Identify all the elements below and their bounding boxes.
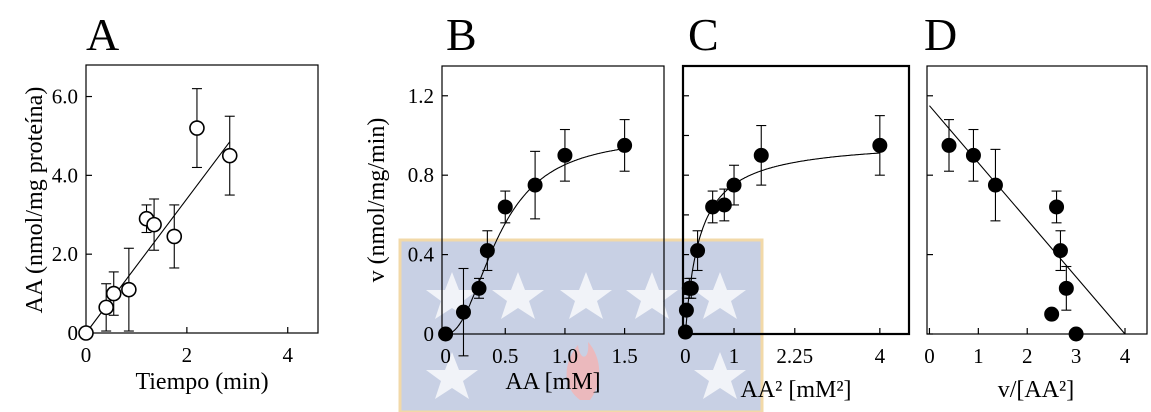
panel-d-data-point <box>1044 306 1060 322</box>
panel-c-data-point <box>753 147 769 163</box>
panel-b-x-tick-label: 0 <box>440 344 451 368</box>
panel-d-data-point <box>1068 326 1084 342</box>
panel-c-label: C <box>688 9 719 60</box>
panel-a-x-axis-title: Tiempo (min) <box>135 369 268 395</box>
panel-d-data-point <box>1058 280 1074 296</box>
panel-b-data-point <box>455 304 471 320</box>
panel-a-data-point <box>166 228 183 245</box>
panel-c-points <box>677 137 888 340</box>
panel-a-frame <box>85 64 319 334</box>
panel-a-data-point <box>146 216 162 233</box>
panel-a-error-bars <box>101 88 235 332</box>
panel-b-points <box>438 137 633 342</box>
panel-b-label: B <box>446 9 477 60</box>
panel-c-x-tick-label: 4 <box>875 344 886 368</box>
watermark-star-7 <box>694 352 746 399</box>
watermark-star-3 <box>560 272 612 319</box>
panel-b-plot: 0 0.5 1.0 1.5 0 0.4 0.8 1.2 AA [mM] v (nmol/mg/… <box>364 65 665 395</box>
panel-d-fit-line-segment <box>929 105 1126 335</box>
watermark-star-4 <box>626 272 678 319</box>
panel-a-data-point <box>221 147 238 164</box>
panel-a-data-point <box>78 325 94 341</box>
watermark-star-5 <box>694 272 746 319</box>
panel-a-data-point <box>105 285 122 302</box>
panel-a-data-point <box>121 281 137 298</box>
watermark-logo <box>398 238 764 412</box>
panel-c-frame <box>681 64 911 336</box>
panel-d-x-tick-label: 3 <box>1071 344 1082 368</box>
panel-b-data-point <box>497 199 513 215</box>
panel-d-label: D <box>924 9 957 60</box>
watermark-flame <box>566 342 600 400</box>
panel-b-data-point <box>557 147 573 163</box>
panel-b-data-point <box>617 137 633 153</box>
panel-d-data-point <box>1049 199 1065 215</box>
panel-d-tick-labels: 0 1 2 3 4 <box>924 344 1131 368</box>
panel-c-x-tick-label: 0 <box>680 344 691 368</box>
panel-a-x-tick-label: 0 <box>81 343 92 367</box>
panel-a-points <box>78 120 238 341</box>
panel-c-tick-labels: 0 1 2.25 4 <box>680 344 885 368</box>
panel-d-x-tick-label: 4 <box>1120 344 1131 368</box>
panel-c-x-axis-title: AA² [mM²] <box>740 377 851 403</box>
panel-d-frame <box>926 65 1148 335</box>
panel-d-x-tick-label: 1 <box>973 344 984 368</box>
panel-b-data-point <box>527 177 543 193</box>
panel-c-data-point <box>690 243 706 259</box>
panel-d-x-axis-title: v/[AA²] <box>998 377 1075 403</box>
panel-d-x-tick-label: 0 <box>924 344 935 368</box>
panel-a-y-tick-label: 6.0 <box>52 85 78 109</box>
panel-a-y-axis-title: AA (nmol/mg proteína) <box>22 87 48 314</box>
panel-b-x-tick-label: 1.5 <box>611 344 637 368</box>
panel-d-ticks <box>927 95 1126 335</box>
panel-c-data-point <box>726 177 742 193</box>
panel-b-x-tick-label: 1.0 <box>552 344 578 368</box>
panel-a-data-point <box>189 120 205 136</box>
panel-a-y-tick-label: 0 <box>68 321 79 345</box>
panel-c-plot: 0 1 2.25 4 AA² [mM²] <box>677 64 911 403</box>
panel-b-x-tick-label: 0.5 <box>492 344 518 368</box>
panel-a-y-tick-label: 4.0 <box>52 163 78 187</box>
panel-d-plot: 0 1 2 3 4 v/[AA²] <box>924 65 1148 403</box>
panel-b-data-point <box>438 326 454 342</box>
panel-b-y-tick-label: 0 <box>424 322 435 346</box>
panel-b-y-tick-label: 0.4 <box>408 243 435 267</box>
panel-a-tick-labels: 0 2 4 0 2.0 4.0 6.0 <box>52 85 294 367</box>
watermark-star-6 <box>426 352 478 399</box>
panel-c-data-point <box>683 280 699 296</box>
panel-d-data-point <box>987 177 1003 193</box>
panel-b-tick-labels: 0 0.5 1.0 1.5 0 0.4 0.8 1.2 <box>408 84 638 368</box>
panel-c-x-tick-label: 1 <box>729 344 740 368</box>
panel-d-error-bars <box>944 119 1072 311</box>
panel-c-x-tick-label: 2.25 <box>776 344 813 368</box>
panel-c-data-point <box>677 324 693 340</box>
panel-c-data-point <box>678 302 694 318</box>
panel-c-data-point <box>872 137 888 153</box>
panel-b-frame <box>441 65 665 335</box>
panel-d-points <box>941 137 1084 342</box>
panel-a-plot: 0 2 4 0 2.0 4.0 6.0 Tiempo (min) AA (nmol/mg p… <box>22 64 319 395</box>
panel-d-fit-line <box>929 105 1126 335</box>
panel-d-data-point <box>941 137 957 153</box>
panel-a-data-point <box>98 299 114 316</box>
panel-d-data-point <box>965 147 981 163</box>
panel-b-y-axis-title: v (nmol/mg/min) <box>364 118 390 283</box>
panel-d-x-tick-label: 2 <box>1022 344 1033 368</box>
panel-c-fit-curve <box>684 152 880 335</box>
panel-b-data-point <box>479 243 495 259</box>
panel-a-label: A <box>86 9 119 60</box>
panel-b-data-point <box>471 280 487 296</box>
panel-a-y-tick-label: 2.0 <box>52 242 78 266</box>
panel-b-x-axis-title: AA [mM] <box>505 369 600 395</box>
watermark-border <box>398 238 764 412</box>
panel-a-x-tick-label: 2 <box>182 343 193 367</box>
panel-a-x-tick-label: 4 <box>282 343 293 367</box>
watermark-star-2 <box>492 272 544 319</box>
panel-c-fit-curve-path <box>684 152 880 335</box>
panel-b-y-tick-label: 0.8 <box>408 163 434 187</box>
panel-d-data-point <box>1052 243 1068 259</box>
panel-c-data-point <box>716 197 732 213</box>
panel-b-y-tick-label: 1.2 <box>408 84 434 108</box>
